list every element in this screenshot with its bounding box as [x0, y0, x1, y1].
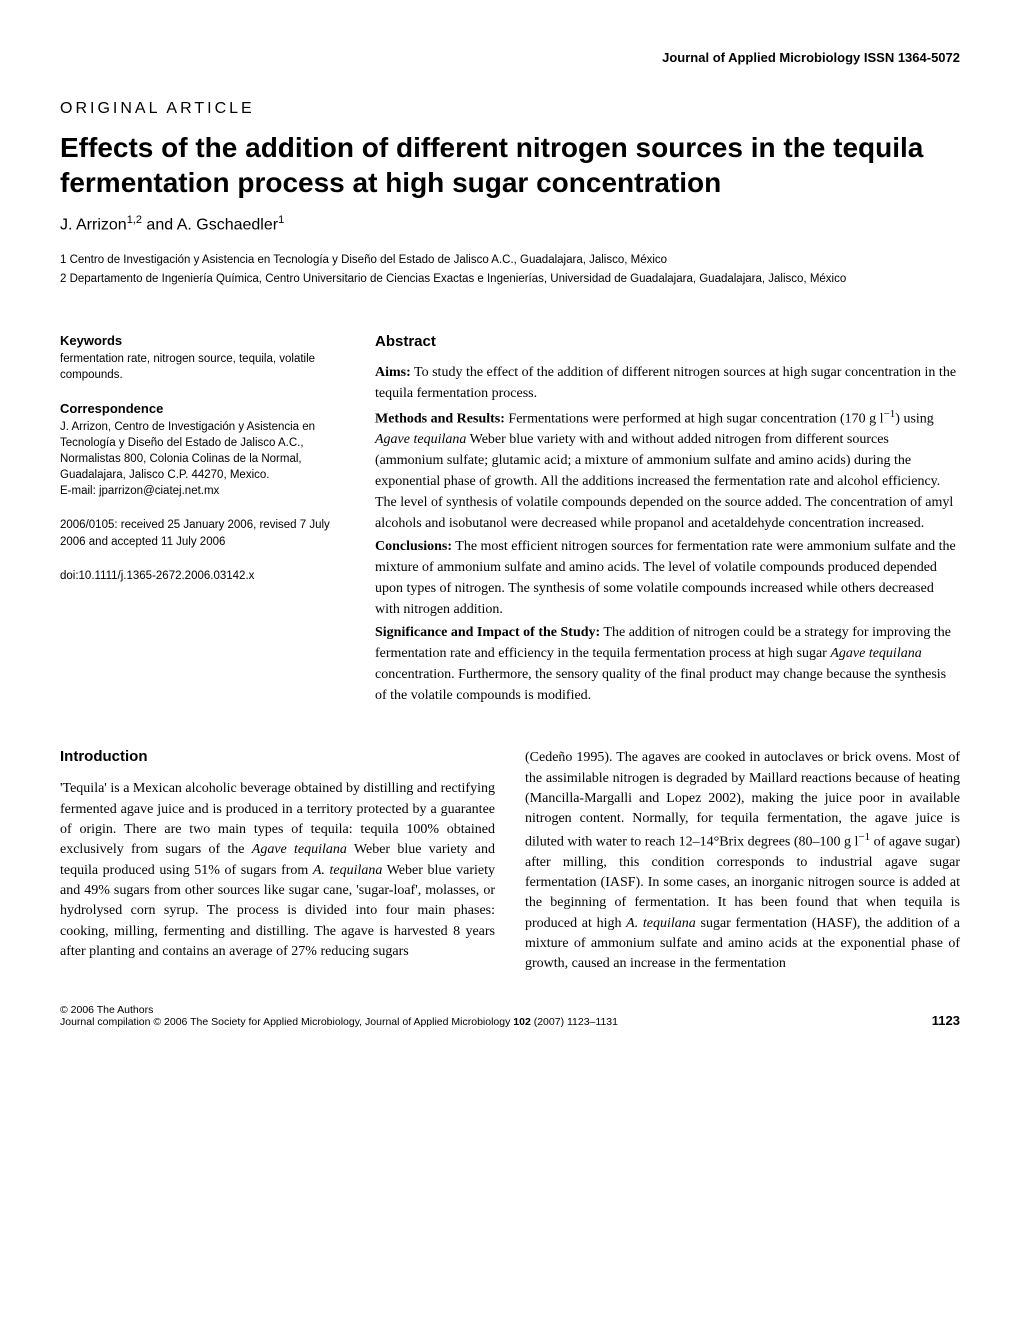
footer-journal: Journal compilation © 2006 The Society f… — [60, 1016, 618, 1028]
intro-sup: −1 — [858, 831, 870, 843]
intro-italic: A. tequilana — [313, 863, 383, 878]
significance-label: Significance and Impact of the Study: — [375, 625, 600, 640]
abstract-text: Aims: To study the effect of the additio… — [375, 362, 960, 707]
intro-italic: A. tequilana — [626, 916, 696, 931]
footer: © 2006 The Authors Journal compilation ©… — [60, 1004, 960, 1028]
journal-header: Journal of Applied Microbiology ISSN 136… — [60, 50, 960, 65]
aims-label: Aims: — [375, 365, 411, 380]
significance-text: concentration. Furthermore, the sensory … — [375, 667, 946, 703]
introduction-heading: Introduction — [60, 748, 495, 765]
footer-pages: (2007) 1123–1131 — [531, 1016, 618, 1028]
aims-text: To study the effect of the addition of d… — [375, 365, 956, 401]
body-column-left: Introduction 'Tequila' is a Mexican alco… — [60, 748, 495, 974]
author-sup: 1 — [278, 214, 284, 226]
footer-vol: 102 — [513, 1016, 531, 1028]
meta-abstract-row: Keywords fermentation rate, nitrogen sou… — [60, 333, 960, 709]
significance-italic: Agave tequilana — [830, 646, 921, 661]
conclusions-text: The most efficient nitrogen sources for … — [375, 539, 956, 617]
intro-italic: Agave tequilana — [252, 842, 347, 857]
authors: J. Arrizon1,2 and A. Gschaedler1 — [60, 214, 960, 234]
abstract-column: Abstract Aims: To study the effect of th… — [375, 333, 960, 709]
body-columns: Introduction 'Tequila' is a Mexican alco… — [60, 748, 960, 974]
methods-text: ) using — [895, 411, 934, 426]
correspondence-body: J. Arrizon, Centro de Investigación y As… — [60, 421, 315, 481]
abstract-heading: Abstract — [375, 333, 960, 350]
author-sup: 1,2 — [127, 214, 142, 226]
affiliation: 1 Centro de Investigación y Asistencia e… — [60, 252, 960, 269]
correspondence-email: E-mail: jparrizon@ciatej.net.mx — [60, 485, 219, 497]
conclusions-label: Conclusions: — [375, 539, 452, 554]
keywords-text: fermentation rate, nitrogen source, tequ… — [60, 351, 340, 383]
received-text: 2006/0105: received 25 January 2006, rev… — [60, 517, 340, 549]
keywords-heading: Keywords — [60, 333, 340, 348]
introduction-text: 'Tequila' is a Mexican alcoholic beverag… — [60, 779, 495, 962]
affiliation: 2 Departamento de Ingeniería Química, Ce… — [60, 271, 960, 288]
page-number: 1123 — [932, 1013, 960, 1028]
page-title: Effects of the addition of different nit… — [60, 130, 960, 200]
footer-copyright: © 2006 The Authors — [60, 1004, 618, 1016]
footer-journal-text: Journal compilation © 2006 The Society f… — [60, 1016, 513, 1028]
article-type: ORIGINAL ARTICLE — [60, 100, 960, 118]
author-name: and A. Gschaedler — [142, 216, 278, 233]
affiliations: 1 Centro de Investigación y Asistencia e… — [60, 252, 960, 288]
correspondence-text: J. Arrizon, Centro de Investigación y As… — [60, 419, 340, 499]
body-column-right: (Cedeño 1995). The agaves are cooked in … — [525, 748, 960, 974]
methods-label: Methods and Results: — [375, 411, 505, 426]
introduction-text: (Cedeño 1995). The agaves are cooked in … — [525, 748, 960, 974]
meta-column: Keywords fermentation rate, nitrogen sou… — [60, 333, 340, 709]
methods-italic: Agave tequilana — [375, 432, 466, 447]
methods-text: Fermentations were performed at high sug… — [505, 411, 884, 426]
doi-text: doi:10.1111/j.1365-2672.2006.03142.x — [60, 568, 340, 584]
author-name: J. Arrizon — [60, 216, 127, 233]
correspondence-heading: Correspondence — [60, 401, 340, 416]
methods-sup: −1 — [884, 408, 896, 420]
footer-left: © 2006 The Authors Journal compilation ©… — [60, 1004, 618, 1028]
